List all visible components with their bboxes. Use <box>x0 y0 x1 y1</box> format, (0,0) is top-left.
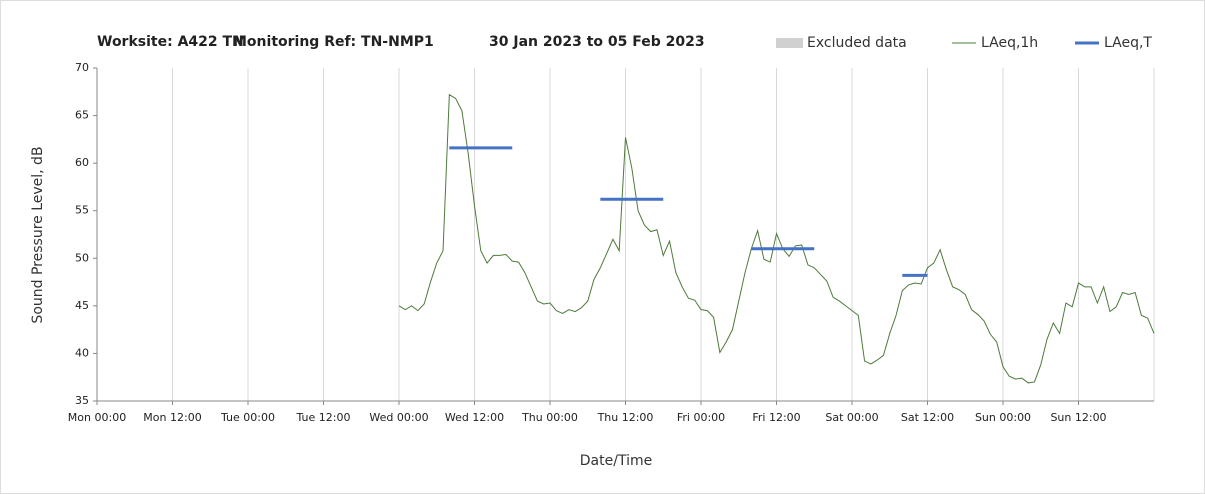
x-tick-label: Sun 12:00 <box>1050 411 1106 424</box>
series-line <box>449 146 928 277</box>
x-tick-label: Thu 12:00 <box>597 411 654 424</box>
title-ref: Monitoring Ref: TN-NMP1 <box>233 34 434 50</box>
x-tick-label: Fri 00:00 <box>677 411 725 424</box>
series-line <box>398 93 1155 384</box>
y-tick-label: 40 <box>75 346 89 359</box>
y-tick-label: 65 <box>75 109 89 122</box>
legend-label: LAeq,1h <box>981 35 1038 51</box>
x-axis-label: Date/Time <box>580 453 652 469</box>
y-tick-label: 55 <box>75 204 89 217</box>
x-tick-label: Tue 00:00 <box>220 411 275 424</box>
x-tick-label: Sat 00:00 <box>825 411 878 424</box>
legend-swatch <box>776 38 803 48</box>
y-tick-label: 45 <box>75 299 89 312</box>
x-tick-label: Wed 12:00 <box>445 411 504 424</box>
y-tick-label: 35 <box>75 394 89 407</box>
x-tick-label: Mon 12:00 <box>143 411 201 424</box>
x-tick-label: Fri 12:00 <box>752 411 800 424</box>
x-tick-label: Wed 00:00 <box>369 411 428 424</box>
x-tick-label: Sun 00:00 <box>975 411 1031 424</box>
title-dates: 30 Jan 2023 to 05 Feb 2023 <box>489 34 705 50</box>
legend-label: LAeq,T <box>1104 35 1152 51</box>
y-tick-label: 50 <box>75 251 89 264</box>
y-axis-label: Sound Pressure Level, dB <box>30 146 46 323</box>
legend-label: Excluded data <box>807 35 907 51</box>
y-tick-label: 70 <box>75 61 89 74</box>
title-site: Worksite: A422 TN <box>97 34 244 50</box>
x-tick-label: Sat 12:00 <box>901 411 954 424</box>
x-tick-label: Mon 00:00 <box>68 411 126 424</box>
x-tick-label: Tue 12:00 <box>296 411 351 424</box>
y-tick-label: 60 <box>75 156 89 169</box>
x-tick-label: Thu 00:00 <box>521 411 578 424</box>
